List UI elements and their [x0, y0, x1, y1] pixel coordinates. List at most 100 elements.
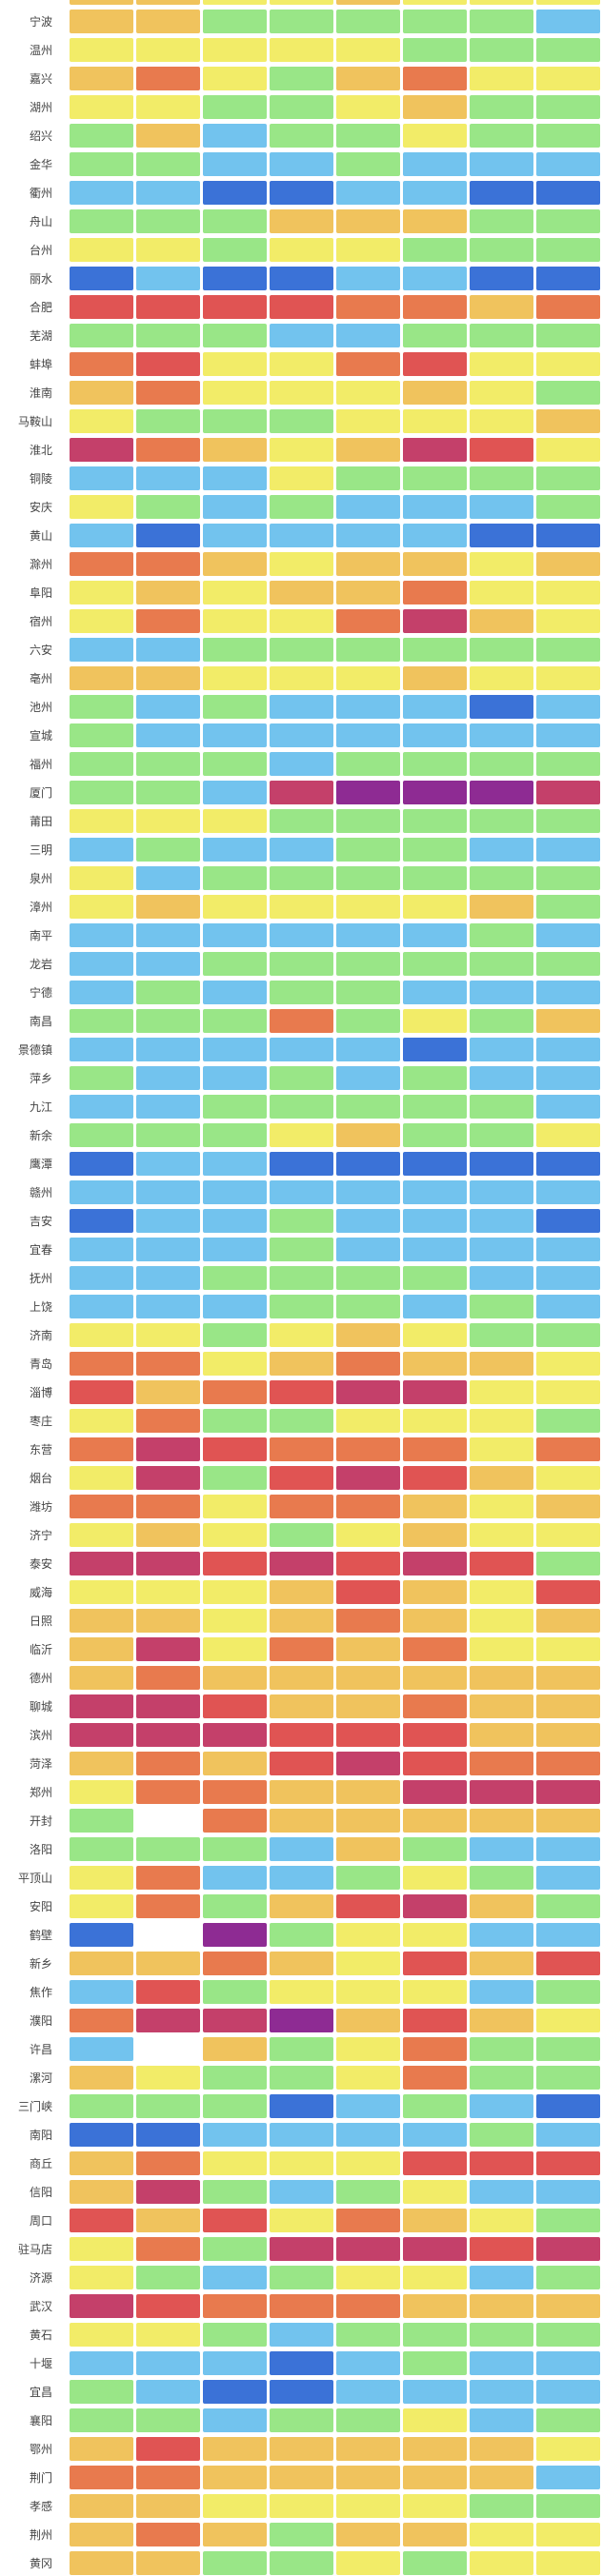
heatmap-cell[interactable] [136, 2465, 200, 2489]
heatmap-cell[interactable] [536, 751, 600, 776]
heatmap-cell[interactable] [403, 351, 467, 376]
heatmap-cell[interactable] [203, 1694, 267, 1718]
heatmap-cell[interactable] [536, 1494, 600, 1518]
heatmap-cell[interactable] [470, 1722, 533, 1747]
heatmap-cell[interactable] [403, 894, 467, 919]
heatmap-cell[interactable] [403, 837, 467, 862]
heatmap-cell[interactable] [136, 1094, 200, 1119]
heatmap-cell[interactable] [470, 123, 533, 148]
heatmap-cell[interactable] [403, 1494, 467, 1518]
heatmap-cell[interactable] [203, 894, 267, 919]
heatmap-cell[interactable] [136, 1494, 200, 1518]
heatmap-cell[interactable] [70, 1179, 133, 1204]
heatmap-cell[interactable] [203, 2008, 267, 2032]
heatmap-cell[interactable] [270, 2179, 333, 2204]
heatmap-cell[interactable] [470, 2179, 533, 2204]
heatmap-cell[interactable] [470, 37, 533, 62]
heatmap-cell[interactable] [270, 494, 333, 519]
heatmap-cell[interactable] [270, 1179, 333, 1204]
heatmap-cell[interactable] [203, 2036, 267, 2061]
heatmap-cell[interactable] [336, 837, 400, 862]
heatmap-cell[interactable] [336, 1808, 400, 1833]
heatmap-cell[interactable] [203, 922, 267, 947]
heatmap-cell[interactable] [470, 551, 533, 576]
heatmap-cell[interactable] [203, 1437, 267, 1461]
heatmap-cell[interactable] [136, 1979, 200, 2004]
heatmap-cell[interactable] [403, 2379, 467, 2404]
heatmap-cell[interactable] [136, 1408, 200, 1433]
heatmap-cell[interactable] [203, 865, 267, 890]
heatmap-cell[interactable] [403, 1465, 467, 1490]
heatmap-cell[interactable] [536, 2550, 600, 2575]
heatmap-cell[interactable] [470, 1636, 533, 1661]
heatmap-cell[interactable] [136, 437, 200, 462]
heatmap-cell[interactable] [203, 1865, 267, 1890]
heatmap-cell[interactable] [70, 2122, 133, 2147]
heatmap-cell[interactable] [403, 780, 467, 804]
heatmap-cell[interactable] [203, 37, 267, 62]
heatmap-cell[interactable] [136, 1437, 200, 1461]
heatmap-cell[interactable] [536, 2208, 600, 2232]
heatmap-cell[interactable] [536, 1008, 600, 1033]
heatmap-cell[interactable] [70, 1893, 133, 1918]
heatmap-cell[interactable] [70, 1379, 133, 1404]
heatmap-cell[interactable] [470, 894, 533, 919]
heatmap-cell[interactable] [536, 1179, 600, 1204]
heatmap-cell[interactable] [470, 637, 533, 662]
heatmap-cell[interactable] [270, 1951, 333, 1975]
heatmap-cell[interactable] [536, 1379, 600, 1404]
heatmap-cell[interactable] [70, 437, 133, 462]
heatmap-cell[interactable] [270, 2265, 333, 2289]
heatmap-cell[interactable] [203, 180, 267, 205]
heatmap-cell[interactable] [136, 2236, 200, 2261]
heatmap-cell[interactable] [536, 1351, 600, 1376]
heatmap-cell[interactable] [136, 2265, 200, 2289]
heatmap-cell[interactable] [203, 723, 267, 747]
heatmap-cell[interactable] [336, 94, 400, 119]
heatmap-cell[interactable] [203, 2522, 267, 2546]
heatmap-cell[interactable] [270, 323, 333, 347]
heatmap-cell[interactable] [336, 1579, 400, 1604]
heatmap-cell[interactable] [270, 94, 333, 119]
heatmap-cell[interactable] [270, 1751, 333, 1775]
heatmap-cell[interactable] [70, 94, 133, 119]
heatmap-cell[interactable] [203, 1037, 267, 1061]
heatmap-cell[interactable] [536, 2379, 600, 2404]
heatmap-cell[interactable] [70, 37, 133, 62]
heatmap-cell[interactable] [70, 1408, 133, 1433]
heatmap-cell[interactable] [70, 1008, 133, 1033]
heatmap-cell[interactable] [470, 2093, 533, 2118]
heatmap-cell[interactable] [270, 1322, 333, 1347]
heatmap-cell[interactable] [403, 523, 467, 547]
heatmap-cell[interactable] [336, 608, 400, 633]
heatmap-cell[interactable] [70, 780, 133, 804]
heatmap-cell[interactable] [70, 2408, 133, 2432]
heatmap-cell[interactable] [470, 751, 533, 776]
heatmap-cell[interactable] [136, 0, 200, 5]
heatmap-cell[interactable] [536, 837, 600, 862]
heatmap-cell[interactable] [336, 1437, 400, 1461]
heatmap-cell[interactable] [136, 1151, 200, 1176]
heatmap-cell[interactable] [336, 151, 400, 176]
heatmap-cell[interactable] [136, 1608, 200, 1633]
heatmap-cell[interactable] [470, 1208, 533, 1233]
heatmap-cell[interactable] [536, 2465, 600, 2489]
heatmap-cell[interactable] [203, 94, 267, 119]
heatmap-cell[interactable] [336, 780, 400, 804]
heatmap-cell[interactable] [70, 1122, 133, 1147]
heatmap-cell[interactable] [70, 551, 133, 576]
heatmap-cell[interactable] [470, 2008, 533, 2032]
heatmap-cell[interactable] [336, 1979, 400, 2004]
heatmap-cell[interactable] [536, 1979, 600, 2004]
heatmap-cell[interactable] [336, 1465, 400, 1490]
heatmap-cell[interactable] [336, 2093, 400, 2118]
heatmap-cell[interactable] [203, 2179, 267, 2204]
heatmap-cell[interactable] [336, 1779, 400, 1804]
heatmap-cell[interactable] [536, 2122, 600, 2147]
heatmap-cell[interactable] [536, 94, 600, 119]
heatmap-cell[interactable] [470, 2265, 533, 2289]
heatmap-cell[interactable] [536, 408, 600, 433]
heatmap-cell[interactable] [336, 2408, 400, 2432]
heatmap-cell[interactable] [203, 980, 267, 1004]
heatmap-cell[interactable] [470, 1008, 533, 1033]
